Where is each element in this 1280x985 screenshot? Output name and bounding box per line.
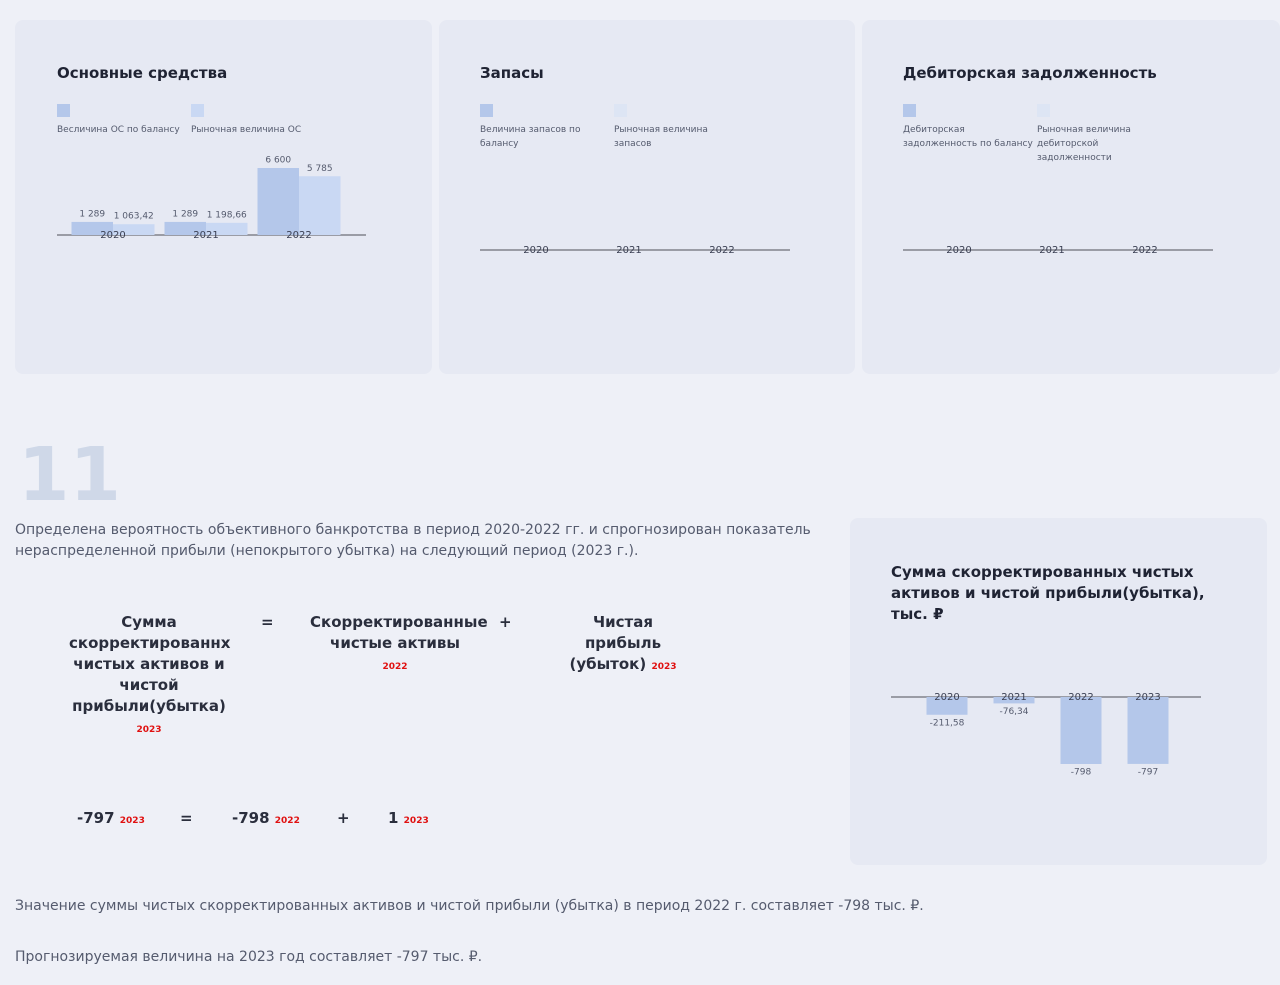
legend-label: Рыночная величина запасов: [614, 125, 708, 149]
formula-year: 2022: [382, 662, 408, 672]
calc-value: -797 2023: [77, 808, 145, 832]
x-tick-label: 2023: [1135, 692, 1160, 703]
value-label: 1 198,66: [207, 210, 247, 220]
calc-year: 2023: [403, 816, 429, 826]
legend-swatch: [614, 104, 627, 117]
bar: [206, 222, 248, 235]
calc-number: -798: [232, 809, 270, 827]
card: [15, 20, 432, 374]
calc-value: -798 2022: [232, 808, 300, 832]
intro: Определена вероятность объективного банк…: [15, 522, 811, 559]
x-tick-label: 2021: [1001, 692, 1026, 703]
formula-op: =: [261, 613, 274, 631]
bar: [299, 176, 341, 235]
x-tick-label: 2021: [616, 245, 641, 256]
value-label: 5 785: [307, 164, 333, 174]
value-label: -211,58: [930, 718, 965, 728]
legend-label: Рыночная величина дебиторской задолженно…: [1037, 125, 1131, 163]
note: Прогнозируемая величина на 2023 год сост…: [15, 949, 483, 965]
legend-label: Рыночная величина ОС: [191, 125, 302, 135]
bar: [926, 697, 968, 715]
value-label: -76,34: [999, 707, 1028, 717]
card: [439, 20, 855, 374]
value-label: 1 289: [172, 209, 198, 219]
x-tick-label: 2020: [946, 245, 971, 256]
note: Значение суммы чистых скорректированных …: [15, 898, 924, 914]
calc-op: +: [337, 809, 350, 827]
x-tick-label: 2022: [286, 230, 311, 241]
formula-term: Скорректированные чистые активы 2022: [310, 612, 488, 678]
formula-year: 2023: [651, 662, 677, 672]
x-tick-label: 2022: [1132, 245, 1157, 256]
legend-label: Величина запасов по балансу: [480, 125, 581, 149]
value-label: 6 600: [265, 156, 291, 166]
x-tick-label: 2020: [100, 230, 125, 241]
bar: [71, 221, 113, 235]
formula-term: Чистая прибыль (убыток) 2023: [553, 612, 693, 678]
chart-title: Сумма скорректированных чистых активов и…: [891, 563, 1205, 623]
bar: [993, 697, 1035, 704]
legend-label: Дебиторская задолженность по балансу: [903, 125, 1033, 149]
chart-title: Запасы: [480, 64, 544, 82]
bar: [164, 221, 206, 235]
chart-title: Основные средства: [57, 64, 228, 82]
calc-number: 1: [388, 809, 399, 827]
section-number: 11: [18, 432, 121, 518]
legend-label: Весличина ОС по балансу: [57, 125, 180, 135]
formula-label: Скорректированные чистые активы: [310, 613, 488, 652]
x-tick-label: 2021: [1039, 245, 1064, 256]
formula-label: Сумма скорректированнх чистых активов и …: [69, 613, 231, 715]
card: [850, 518, 1267, 865]
calc-year: 2022: [274, 816, 300, 826]
value-label: -798: [1071, 768, 1092, 778]
formula-year: 2023: [136, 725, 162, 735]
x-tick-label: 2022: [709, 245, 734, 256]
calc-year: 2023: [119, 816, 145, 826]
calc-op: =: [180, 809, 193, 827]
value-label: 1 289: [79, 209, 105, 219]
formula-term: Сумма скорректированнх чистых активов и …: [69, 612, 231, 741]
formula-op: +: [499, 613, 512, 631]
value-label: -797: [1138, 767, 1158, 777]
x-tick-label: 2020: [523, 245, 548, 256]
card: [862, 20, 1280, 374]
legend-swatch: [480, 104, 493, 117]
legend-swatch: [903, 104, 916, 117]
chart-title: Дебиторская задолженность: [903, 64, 1157, 82]
bar: [257, 168, 299, 235]
calc-number: -797: [77, 809, 115, 827]
legend-swatch: [191, 104, 204, 117]
value-label: 1 063,42: [114, 212, 154, 222]
bar: [1127, 697, 1169, 764]
calc-value: 1 2023: [388, 808, 429, 832]
bar: [1060, 697, 1102, 764]
formula-label: Чистая прибыль (убыток): [569, 613, 662, 673]
legend-swatch: [1037, 104, 1050, 117]
x-tick-label: 2020: [934, 692, 959, 703]
bar: [113, 224, 155, 235]
x-tick-label: 2022: [1068, 692, 1093, 703]
legend-swatch: [57, 104, 70, 117]
x-tick-label: 2021: [193, 230, 218, 241]
